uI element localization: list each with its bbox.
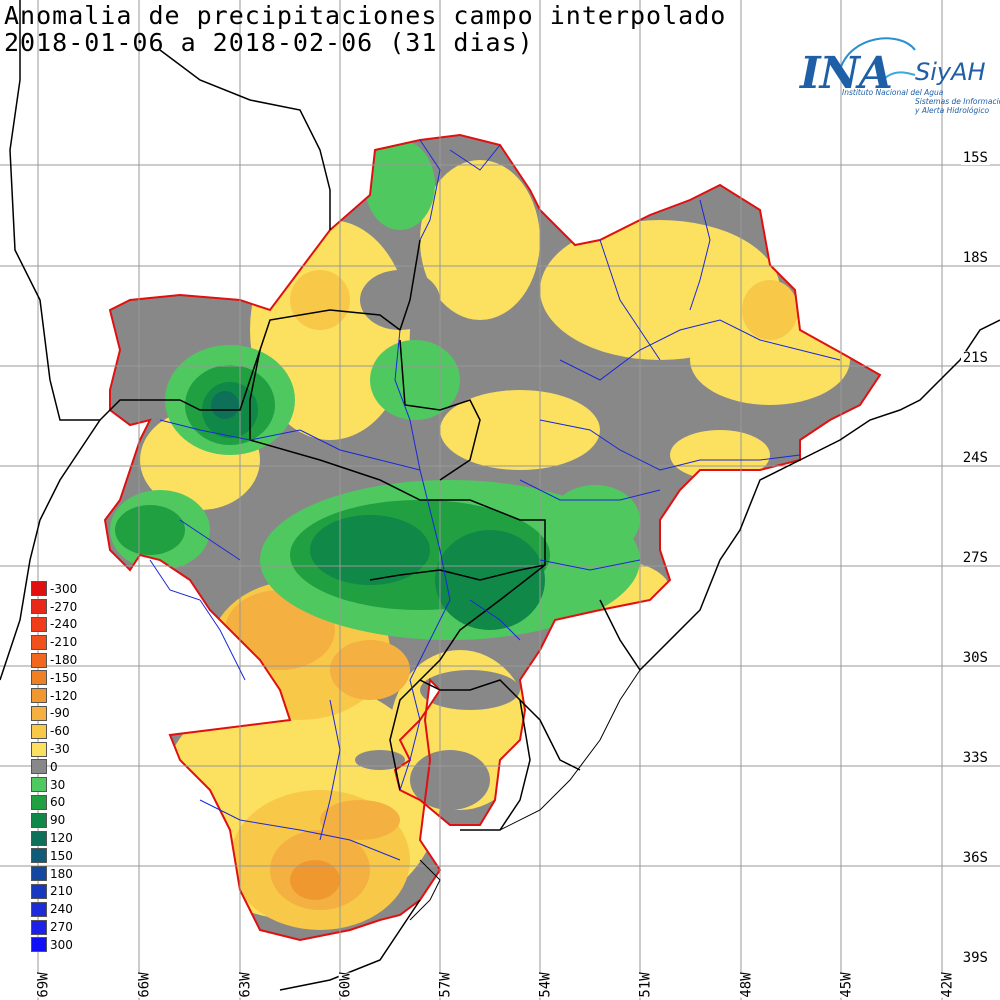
logo-system-text: Sistemas de Información y Alerta Hidroló… (915, 97, 1000, 115)
legend-label: -270 (50, 599, 78, 614)
legend-swatch (31, 741, 47, 757)
legend-item: 300 (31, 936, 77, 954)
legend-label: -90 (50, 706, 70, 721)
legend-label: -240 (50, 617, 78, 632)
legend-swatch (31, 901, 47, 917)
legend-swatch (31, 599, 47, 615)
legend-swatch (31, 688, 47, 704)
legend-label: -30 (50, 742, 70, 757)
legend-label: -210 (50, 635, 78, 650)
lat-label: 24S (960, 450, 990, 466)
logo-institute-text: Instituto Nacional del Agua (842, 88, 944, 97)
legend-swatch (31, 581, 47, 597)
legend-swatch (31, 705, 47, 721)
legend-swatch (31, 830, 47, 846)
legend-label: 180 (50, 866, 73, 881)
legend-label: 300 (50, 937, 73, 952)
rivers (149, 139, 841, 861)
legend-swatch (31, 777, 47, 793)
lon-label: 51W (637, 972, 654, 998)
legend-label: -180 (50, 653, 78, 668)
legend-label: 60 (50, 795, 66, 810)
lon-label: 60W (337, 972, 354, 998)
legend-item: 150 (31, 847, 77, 865)
legend-item: -210 (31, 633, 77, 651)
basin-outline (103, 133, 882, 942)
legend-swatch (31, 937, 47, 953)
legend-swatch (31, 670, 47, 686)
legend-item: -300 (31, 580, 77, 598)
legend-swatch (31, 866, 47, 882)
legend-label: -60 (50, 724, 70, 739)
legend-swatch (31, 919, 47, 935)
lon-label: 66W (136, 972, 153, 998)
lat-label: 30S (960, 650, 990, 666)
legend-item: -180 (31, 651, 77, 669)
legend-label: 90 (50, 813, 66, 828)
legend-item: 270 (31, 918, 77, 936)
legend-item: -120 (31, 687, 77, 705)
legend-swatch (31, 634, 47, 650)
legend-swatch (31, 759, 47, 775)
legend-label: 240 (50, 902, 73, 917)
date-range-subtitle: 2018-01-06 a 2018-02-06 (31 dias) (4, 28, 534, 57)
lon-label: 54W (537, 972, 554, 998)
legend-item: -240 (31, 616, 77, 634)
legend-swatch (31, 794, 47, 810)
lon-label: 48W (738, 972, 755, 998)
legend-label: -150 (50, 670, 78, 685)
coastline (409, 669, 641, 921)
legend-item: 120 (31, 829, 77, 847)
legend-item: 0 (31, 758, 77, 776)
lon-label: 45W (838, 972, 855, 998)
legend-label: 0 (50, 759, 58, 774)
legend-swatch (31, 883, 47, 899)
legend-item: -90 (31, 705, 77, 723)
legend-swatch (31, 848, 47, 864)
legend-item: -30 (31, 740, 77, 758)
legend-item: 30 (31, 776, 77, 794)
color-legend: -300 -270 -240 -210 -180 -150 -120 -90 -60 -30 0 30… (31, 580, 77, 954)
logo-siyah-text: SiyAH (915, 58, 986, 86)
legend-item: 240 (31, 900, 77, 918)
legend-item: -270 (31, 598, 77, 616)
lat-label: 15S (960, 150, 990, 166)
lon-label: 42W (939, 972, 956, 998)
legend-item: -150 (31, 669, 77, 687)
legend-label: 150 (50, 848, 73, 863)
legend-swatch (31, 652, 47, 668)
legend-swatch (31, 723, 47, 739)
legend-item: 60 (31, 794, 77, 812)
legend-item: 180 (31, 865, 77, 883)
legend-label: 270 (50, 920, 73, 935)
lat-label: 33S (960, 750, 990, 766)
legend-item: 210 (31, 883, 77, 901)
legend-label: -300 (50, 581, 78, 596)
ina-siyah-logo: INA SiyAH Instituto Nacional del Agua Si… (790, 30, 1000, 130)
legend-item: 90 (31, 811, 77, 829)
logo-ina-text: INA (800, 48, 893, 99)
lat-label: 39S (960, 950, 990, 966)
lon-label: 63W (237, 972, 254, 998)
logo-swoosh-icon (839, 37, 916, 79)
map-title: Anomalia de precipitaciones campo interp… (4, 1, 727, 30)
lon-label: 69W (35, 972, 52, 998)
legend-label: 120 (50, 831, 73, 846)
legend-item: -60 (31, 722, 77, 740)
lat-label: 18S (960, 250, 990, 266)
lat-label: 36S (960, 850, 990, 866)
legend-label: 30 (50, 777, 66, 792)
legend-label: 210 (50, 884, 73, 899)
legend-swatch (31, 616, 47, 632)
lon-label: 57W (437, 972, 454, 998)
lat-label: 27S (960, 550, 990, 566)
legend-swatch (31, 812, 47, 828)
legend-label: -120 (50, 688, 78, 703)
lat-label: 21S (960, 350, 990, 366)
